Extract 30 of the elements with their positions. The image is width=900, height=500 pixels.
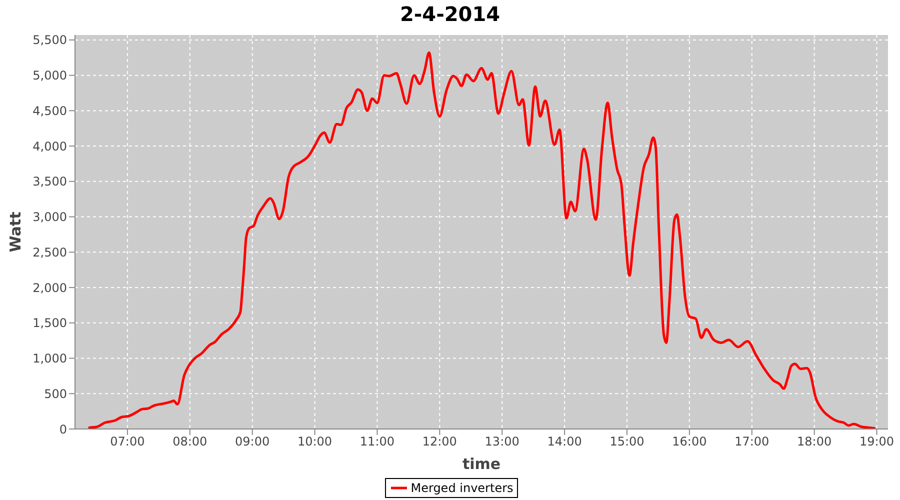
y-tick-label: 3,500 [32,174,67,189]
y-axis-title: Watt [6,212,24,252]
x-tick-label: 18:00 [797,434,832,449]
x-tick-label: 13:00 [484,434,520,449]
x-tick-label: 09:00 [235,434,270,449]
line-series [88,51,876,429]
x-tick-label: 16:00 [672,434,707,449]
chart-title: 2-4-2014 [398,2,502,26]
y-tick-label: 5,500 [32,33,67,48]
x-tick-label: 17:00 [734,434,770,449]
x-tick-label: 11:00 [360,434,395,449]
y-tick-label: 4,000 [32,139,67,154]
x-tick-label: 12:00 [422,434,457,449]
y-tick-label: 0 [59,422,67,436]
y-tick-label: 500 [44,386,67,401]
y-tick-label: 1,000 [32,352,67,366]
x-tick-label: 15:00 [610,434,644,449]
legend-label: Merged inverters [410,481,514,495]
y-tick-label: 4,500 [32,104,67,118]
y-tick-label: 2,000 [32,280,67,295]
x-tick-label: 07:00 [110,434,145,449]
y-tick-label: 3,000 [32,210,67,224]
x-tick-label: 10:00 [297,434,332,449]
y-tick-label: 5,000 [32,68,67,83]
x-tick-label: 08:00 [172,434,208,449]
x-axis-title: time [462,455,501,473]
y-tick-label: 2,500 [32,245,67,260]
x-tick-label: 14:00 [547,434,582,449]
x-tick-label: 19:00 [859,434,894,449]
y-tick-label: 1,500 [32,316,67,330]
